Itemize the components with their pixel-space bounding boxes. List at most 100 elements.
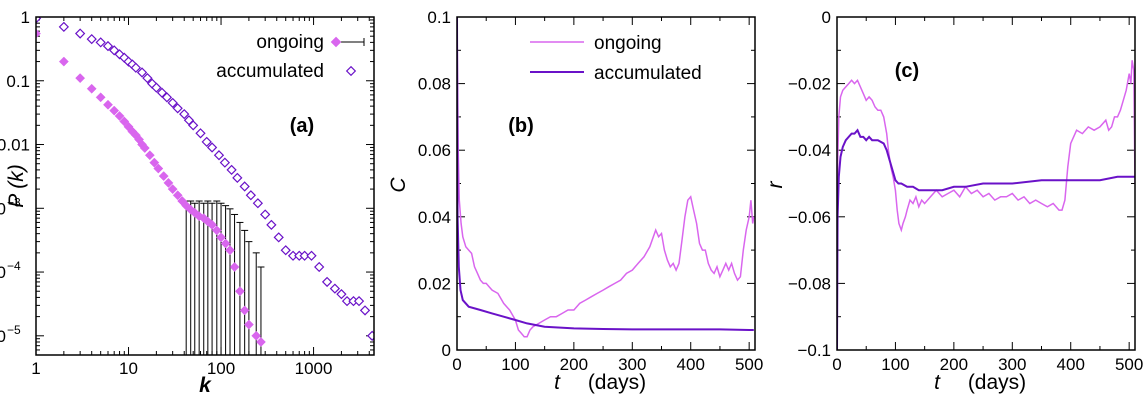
ongoing-point <box>95 92 106 103</box>
panel-a-y-tick-labels: 10.10.0110−310−410−5 <box>0 8 30 346</box>
y-tick-label: 0 <box>822 8 831 27</box>
y-tick-label: 0.06 <box>418 141 451 160</box>
panel-c-x-label-unit: (days) <box>968 371 1026 394</box>
ongoing-point <box>220 238 231 249</box>
accumulated-point <box>102 40 114 52</box>
ongoing-point <box>36 28 41 39</box>
accumulated-point <box>245 190 257 201</box>
ongoing-point <box>185 204 196 215</box>
ongoing-point <box>172 190 183 201</box>
y-tick-label: 0.01 <box>0 136 30 155</box>
ongoing-point <box>158 171 169 182</box>
panel-a-frame <box>35 16 375 356</box>
y-tick-label-exponent: −4 <box>7 259 21 273</box>
accumulated-point <box>273 232 284 243</box>
accumulated-point <box>280 245 291 256</box>
accumulated-point <box>367 330 374 341</box>
ongoing-point <box>149 157 160 168</box>
accumulated-point <box>179 108 190 120</box>
ongoing-point <box>167 184 178 195</box>
accumulated-point <box>206 142 218 153</box>
panel-b-legend: ongoing accumulated <box>530 33 702 84</box>
ongoing-point <box>229 262 240 272</box>
accumulated-point <box>266 219 277 230</box>
panel-c-frame <box>836 16 1136 351</box>
accumulated-point <box>359 305 371 316</box>
ongoing-point <box>103 99 113 110</box>
panel-a-legend: ongoing accumulated <box>216 32 365 82</box>
legend-b-ongoing-label: ongoing <box>594 33 662 54</box>
ongoing-point <box>207 219 218 230</box>
legend-a-ongoing-label: ongoing <box>256 32 324 53</box>
accumulated-point <box>156 87 168 98</box>
panel-a-x-label: k <box>199 374 212 397</box>
x-tick-label: 1000 <box>295 359 333 378</box>
accumulated-point <box>213 150 225 161</box>
series-c-ongoing-line <box>837 60 1135 350</box>
ongoing-point <box>114 111 125 121</box>
accumulated-point <box>329 283 341 294</box>
y-tick-label: 1 <box>21 8 30 27</box>
ongoing-point <box>251 330 262 341</box>
y-tick-label: 0 <box>442 341 451 360</box>
accumulated-point <box>219 157 231 168</box>
ongoing-point <box>239 305 250 316</box>
panel-c-label: (c) <box>895 60 919 82</box>
ongoing-point <box>225 245 235 256</box>
series-accumulated-markers <box>36 17 374 341</box>
x-tick-label: 300 <box>998 355 1026 374</box>
panel-b-ticks <box>456 16 755 351</box>
accumulated-point <box>195 128 206 139</box>
panel-c-x-tick-labels: 0 100 200 300 400 500 <box>832 355 1143 374</box>
ongoing-point <box>109 105 120 116</box>
accumulated-point <box>151 82 162 93</box>
y-tick-label: 10 <box>0 263 6 282</box>
y-tick-label: 0.1 <box>427 8 451 27</box>
accumulated-point <box>188 120 199 131</box>
panel-b-y-label: C <box>387 177 410 193</box>
accumulated-point <box>172 103 183 114</box>
ongoing-point <box>163 177 174 188</box>
panel-a-label: (a) <box>290 115 314 137</box>
y-tick-label-exponent: −5 <box>7 323 21 337</box>
legend-b-accumulated-label: accumulated <box>594 63 702 84</box>
ongoing-point <box>234 286 245 297</box>
x-tick-label: 400 <box>677 355 705 374</box>
x-tick-label: 400 <box>1057 355 1085 374</box>
accumulated-point <box>95 37 106 48</box>
accumulated-point <box>321 276 333 288</box>
ongoing-point <box>86 83 97 94</box>
x-tick-label: 500 <box>1115 355 1143 374</box>
panel-b: 00.020.040.060.080.1 0 100 200 300 400 500 C … <box>387 8 763 394</box>
y-tick-label-exponent: −3 <box>7 195 21 209</box>
accumulated-point <box>136 67 148 78</box>
panel-c-y-tick-labels: 0 −0.02 −0.04 −0.06 −0.08 −0.1 <box>788 8 831 360</box>
ongoing-point <box>255 337 266 347</box>
y-tick-label: −0.04 <box>788 141 831 160</box>
panel-c-y-label: r <box>764 181 787 189</box>
x-tick-label: 500 <box>735 355 763 374</box>
panel-b-x-tick-labels: 0 100 200 300 400 500 <box>452 355 763 374</box>
x-tick-label: 200 <box>940 355 968 374</box>
ongoing-point <box>216 232 226 243</box>
series-c-accumulated-line <box>837 128 1135 350</box>
panel-a-x-tick-labels: 1 10 100 1000 <box>31 359 332 378</box>
accumulated-point <box>239 181 250 192</box>
x-tick-label: 100 <box>501 355 529 374</box>
ongoing-point <box>75 73 86 84</box>
legend-accumulated-marker <box>345 65 357 77</box>
ongoing-point <box>202 216 213 227</box>
accumulated-point <box>161 92 173 103</box>
accumulated-point <box>353 295 365 307</box>
accumulated-point <box>167 97 178 109</box>
ongoing-point <box>211 225 222 236</box>
accumulated-point <box>306 250 317 261</box>
ongoing-point <box>144 150 155 161</box>
x-tick-label: 200 <box>560 355 588 374</box>
y-tick-label: −0.02 <box>788 75 831 94</box>
panel-b-frame <box>456 16 756 351</box>
y-tick-label: 0.04 <box>418 208 451 227</box>
accumulated-point <box>314 261 325 273</box>
ongoing-point <box>243 319 254 330</box>
